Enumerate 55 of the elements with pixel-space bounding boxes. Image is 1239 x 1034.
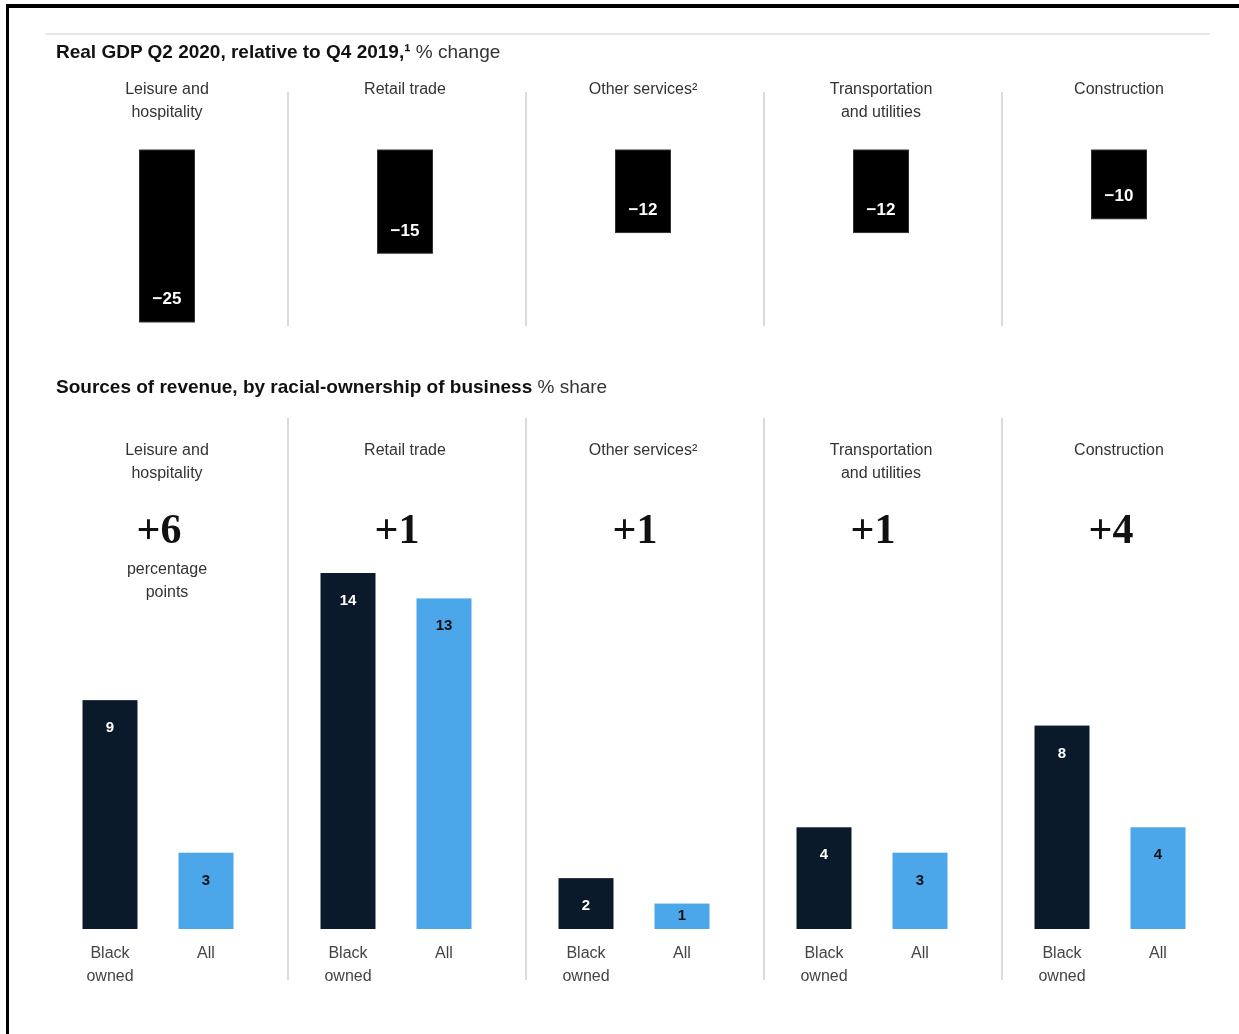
text: +6 <box>136 505 182 552</box>
text: All <box>911 944 929 962</box>
bar <box>416 598 472 929</box>
chart-title: Real GDP Q2 2020, relative to Q4 2019,¹ <box>56 41 411 63</box>
data-label: −15 <box>390 220 420 240</box>
data-label: −12 <box>628 200 658 220</box>
bar <box>796 827 852 929</box>
x-tick-label: Retail trade <box>364 441 447 459</box>
x-tick-label: Leisure and hospitality <box>125 441 209 482</box>
bar <box>654 903 710 929</box>
series-label: Black owned <box>86 944 134 985</box>
data-label: −25 <box>152 289 182 309</box>
bar <box>320 573 376 929</box>
text: Black owned <box>1038 944 1086 985</box>
data-label: 4 <box>819 845 829 863</box>
data-label: −12 <box>866 200 896 220</box>
data-label: 9 <box>105 718 115 736</box>
bar <box>82 700 138 929</box>
x-tick-label: Transportation and utilities <box>829 80 933 121</box>
data-label: 8 <box>1057 743 1067 761</box>
text: Black owned <box>324 944 372 985</box>
x-tick-label: Other services² <box>588 441 698 459</box>
chart-subtitle: % change <box>410 41 501 63</box>
data-label: 4 <box>1153 845 1163 863</box>
x-tick-label: Leisure and hospitality <box>125 80 209 121</box>
text: All <box>1149 944 1167 962</box>
text: Black owned <box>800 944 848 985</box>
data-label: 13 <box>435 616 453 634</box>
bar <box>1130 827 1186 929</box>
data-label: 14 <box>339 590 357 608</box>
bar <box>178 852 234 929</box>
x-tick-label: Retail trade <box>364 80 447 98</box>
x-tick-label: Other services² <box>588 80 698 98</box>
data-label: −10 <box>1104 186 1134 206</box>
chart-title: Sources of revenue, by racial-ownership of business <box>56 376 533 398</box>
text: All <box>673 944 691 962</box>
x-tick-label: Transportation and utilities <box>829 441 933 482</box>
chart-subtitle: % share <box>532 376 608 398</box>
text: +1 <box>612 505 658 552</box>
annotation: percentage points <box>126 560 208 601</box>
x-tick-label: Construction <box>1074 441 1164 459</box>
text: Black owned <box>562 944 610 985</box>
text: +1 <box>850 505 896 552</box>
bar <box>558 878 614 929</box>
text: +1 <box>374 505 420 552</box>
data-label: 3 <box>201 870 211 888</box>
text: +4 <box>1088 505 1134 552</box>
data-label: 3 <box>915 870 925 888</box>
text: All <box>435 944 453 962</box>
x-tick-label: Construction <box>1074 80 1164 98</box>
series-label: All <box>197 944 215 962</box>
bar <box>892 852 948 929</box>
bar <box>1034 725 1090 929</box>
data-label: 1 <box>677 906 687 924</box>
data-label: 2 <box>581 896 591 914</box>
